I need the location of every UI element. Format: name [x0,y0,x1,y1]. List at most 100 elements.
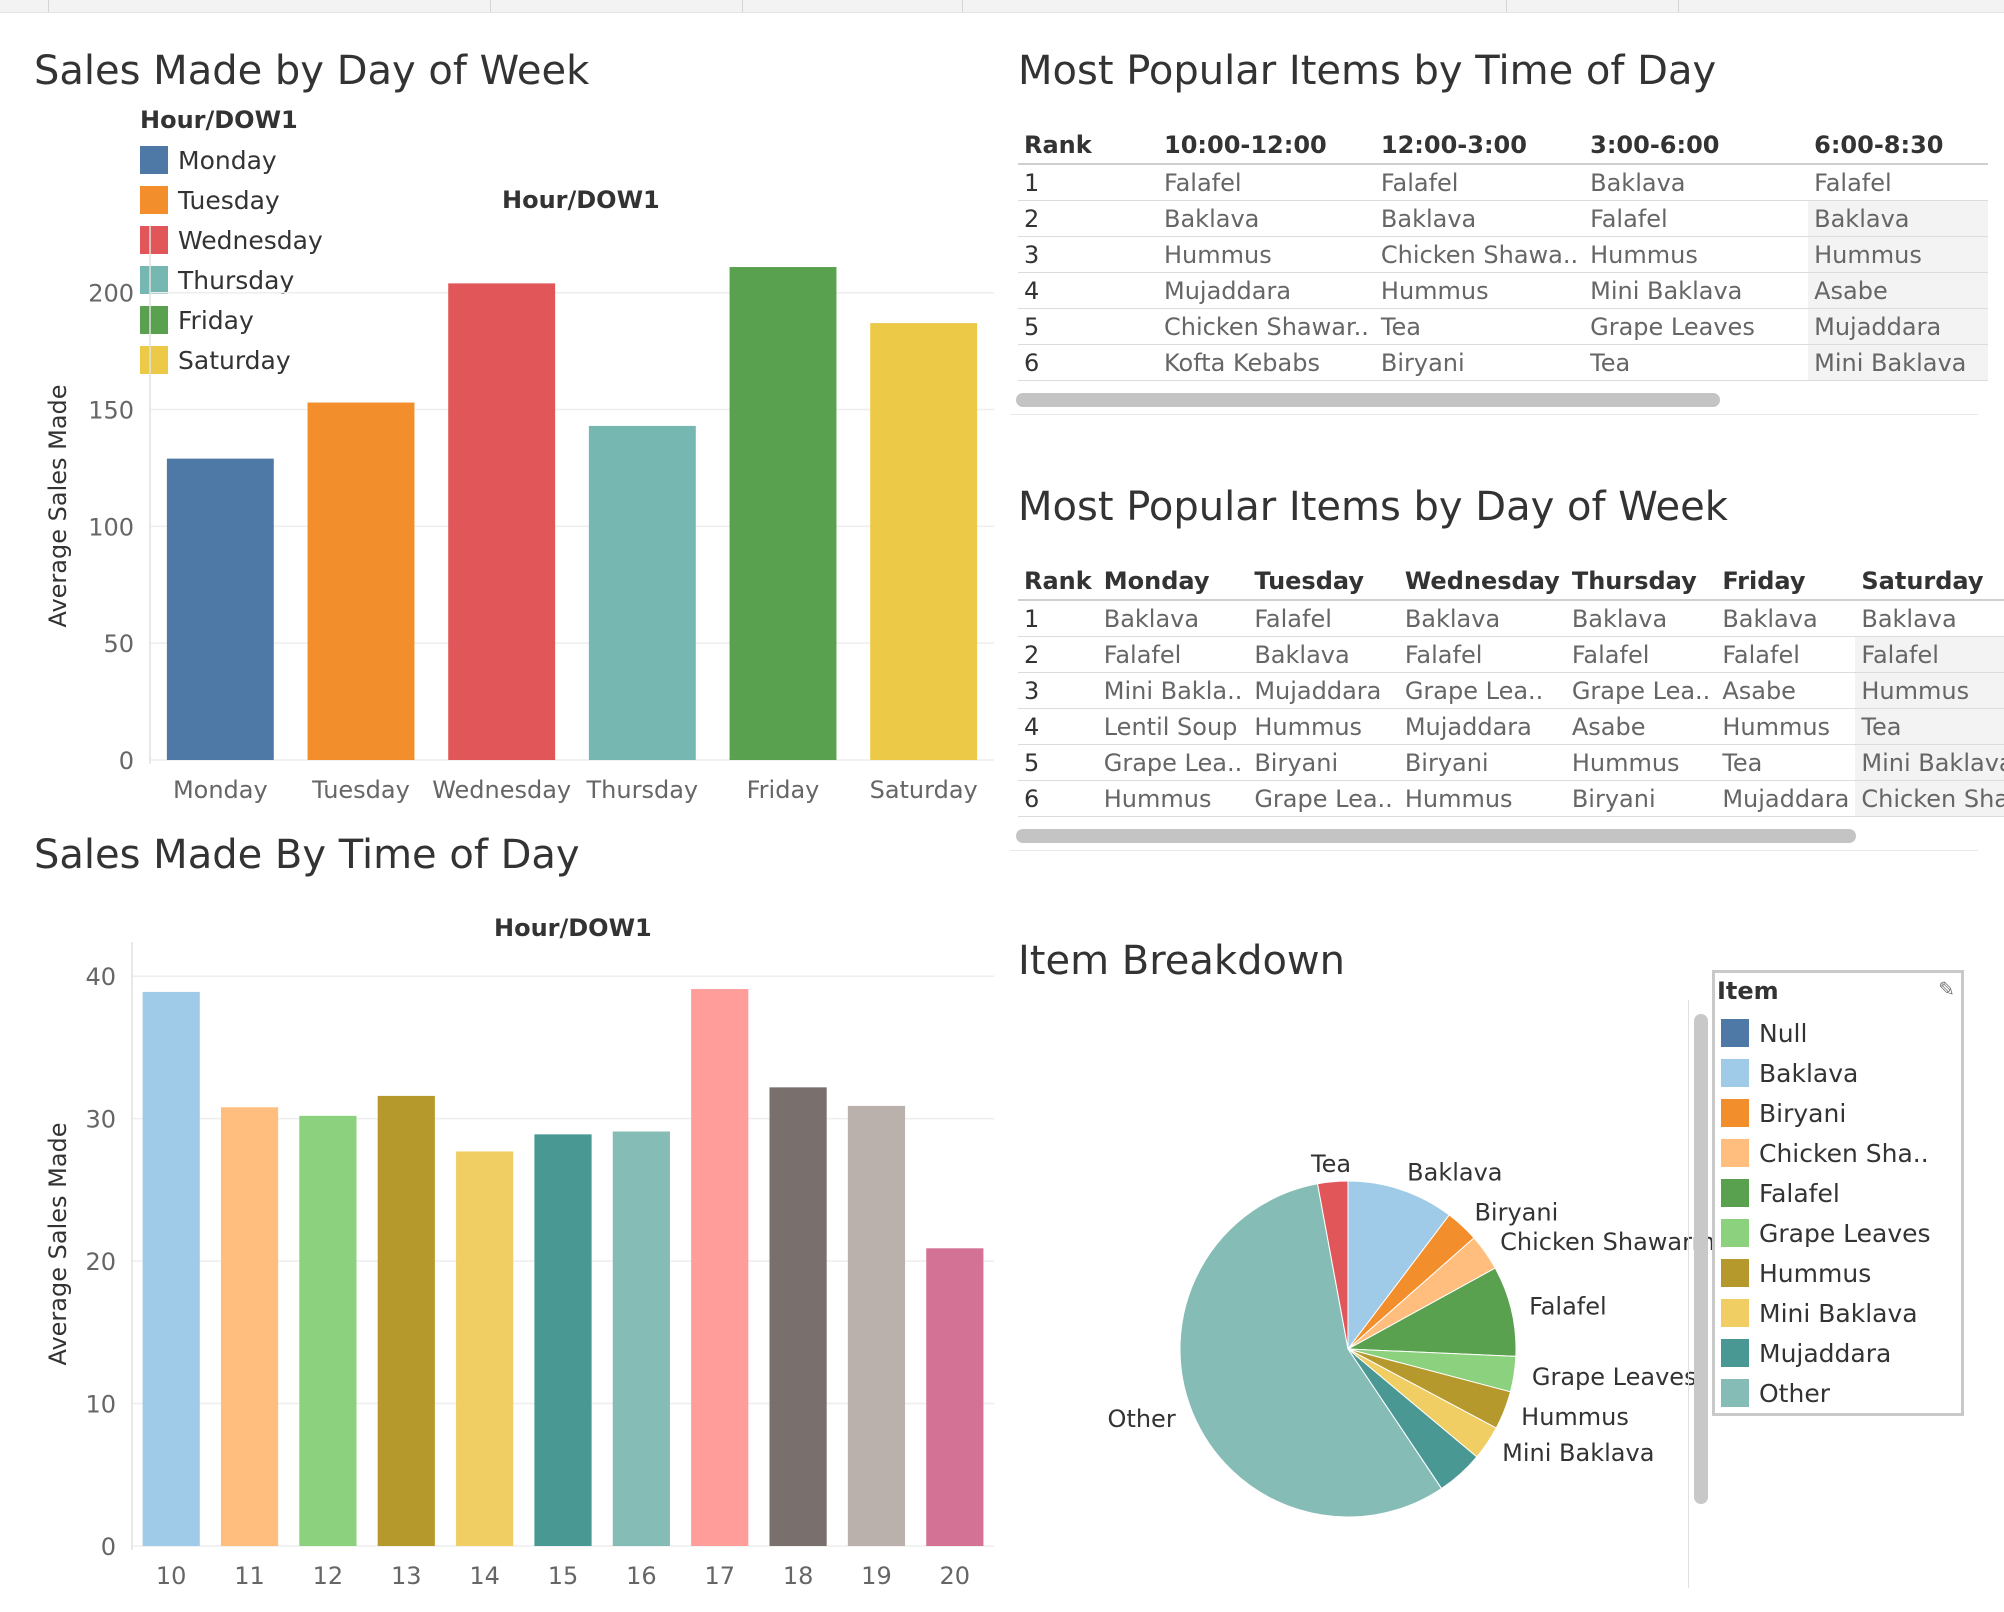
column-header[interactable]: Friday [1716,563,1856,601]
x-tick-label: 12 [313,1562,344,1590]
legend-label: Baklava [1759,1058,1859,1088]
table-row[interactable]: 6 Hummus Grape Lea.. Hummus Biryani Mujaddara… [1018,780,2004,817]
table-row[interactable]: 1 Baklava Falafel Baklava Baklava Baklava Bakl… [1018,600,2004,637]
pie-slice[interactable] [1179,1183,1443,1518]
day-table-title: Most Popular Items by Day of Week [1018,484,1728,530]
table-cell: Kofta Kebabs [1158,344,1375,381]
day-table-scrollbar[interactable] [1016,829,1856,843]
x-tick-label: Saturday [870,776,978,804]
dow-legend-item[interactable]: Saturday [140,340,323,380]
dow-legend-item[interactable]: Tuesday [140,180,323,220]
bar[interactable] [377,1095,435,1546]
rank-cell: 2 [1018,200,1158,237]
y-tick-label: 150 [88,397,134,425]
column-header[interactable]: 10:00-12:00 [1158,127,1375,165]
column-header[interactable]: 12:00-3:00 [1374,127,1585,165]
table-row[interactable]: 3 Hummus Chicken Shawa.. Hummus Hummus [1018,236,1989,273]
legend-swatch [1721,1259,1749,1287]
dow-legend: Hour/DOW1 Monday Tuesday Wednesday Thursday… [140,106,323,380]
table-cell: Tea [1584,344,1809,381]
bar[interactable] [847,1105,906,1546]
table-row[interactable]: 6 Kofta Kebabs Biryani Tea Mini Baklava [1018,344,1989,381]
table-cell: Grape Leaves [1584,308,1809,345]
pie-legend-item[interactable]: Other [1715,1373,1961,1413]
legend-label: Mujaddara [1759,1338,1892,1368]
y-tick-label: 40 [85,963,116,991]
bar[interactable] [166,458,274,760]
time-table-title: Most Popular Items by Time of Day [1018,48,1717,94]
x-tick-label: Tuesday [311,776,410,804]
dow-legend-item[interactable]: Friday [140,300,323,340]
table-row[interactable]: 1 Falafel Falafel Baklava Falafel [1018,164,1989,201]
legend-swatch [140,146,168,174]
column-header[interactable]: Thursday [1565,563,1717,601]
pie-legend-item[interactable]: Null [1715,1013,1961,1053]
bar[interactable] [729,267,837,760]
legend-label: Friday [178,305,254,335]
legend-swatch [140,346,168,374]
column-header[interactable]: Monday [1097,563,1249,601]
column-header[interactable]: Rank [1018,563,1098,601]
bar[interactable] [769,1087,827,1546]
column-header[interactable]: Saturday [1855,563,2004,601]
legend-swatch [1721,1099,1749,1127]
pencil-icon[interactable]: ✎ [1938,977,1955,1001]
pie-slice[interactable] [1347,1180,1450,1351]
pie-legend-item[interactable]: Biryani [1715,1093,1961,1133]
bar[interactable] [456,1151,514,1546]
bar[interactable] [448,283,556,760]
table-row[interactable]: 3 Mini Bakla.. Mujaddara Grape Lea.. Grape L… [1018,672,2004,709]
dow-legend-item[interactable]: Monday [140,140,323,180]
table-cell: Hummus [1855,672,2004,709]
bar[interactable] [691,989,749,1546]
pie-legend-item[interactable]: Hummus [1715,1253,1961,1293]
pie-legend-item[interactable]: Mujaddara [1715,1333,1961,1373]
column-header[interactable]: Tuesday [1248,563,1399,601]
pie-legend-item[interactable]: Mini Baklava [1715,1293,1961,1333]
column-header[interactable]: Wednesday [1398,563,1566,601]
pie-legend-item[interactable]: Falafel [1715,1173,1961,1213]
table-row[interactable]: 4 Mujaddara Hummus Mini Baklava Asabe [1018,272,1989,309]
dow-legend-item[interactable]: Wednesday [140,220,323,260]
bar[interactable] [220,1107,279,1546]
time-table-scrollbar[interactable] [1016,393,1720,407]
table-row[interactable]: 2 Baklava Baklava Falafel Baklava [1018,200,1989,237]
table-row[interactable]: 5 Chicken Shawar.. Tea Grape Leaves Mujaddar… [1018,308,1989,345]
pie-slice[interactable] [1346,1267,1517,1357]
pie-slice[interactable] [1316,1180,1349,1350]
legend-swatch [1721,1379,1749,1407]
bar[interactable] [534,1134,592,1546]
pie-legend-item[interactable]: Baklava [1715,1053,1961,1093]
pie-legend-item[interactable]: Grape Leaves [1715,1213,1961,1253]
bar[interactable] [142,991,200,1546]
rank-cell: 2 [1018,636,1098,673]
column-header[interactable]: 3:00-6:00 [1584,127,1809,165]
bar[interactable] [870,323,978,760]
bar[interactable] [307,402,415,760]
x-tick-label: 16 [626,1562,657,1590]
dow-legend-item[interactable]: Thursday [140,260,323,300]
table-row[interactable]: 4 Lentil Soup Hummus Mujaddara Asabe Hummus Te… [1018,708,2004,745]
pie-slice-label: Tea [1310,1150,1351,1178]
legend-swatch [140,186,168,214]
table-cell: Falafel [1855,636,2004,673]
table-row[interactable]: 2 Falafel Baklava Falafel Falafel Falafel Fala… [1018,636,2004,673]
table-cell: Baklava [1398,600,1566,637]
legend-label: Falafel [1759,1178,1840,1208]
column-header[interactable]: 6:00-8:30 [1808,127,1989,165]
dow-chart-title: Sales Made by Day of Week [34,48,590,94]
bar[interactable] [612,1131,670,1546]
bar[interactable] [588,425,696,760]
pie-legend: Item ✎ Null Baklava Biryani Chicken Sha.. Fa… [1712,970,1964,1416]
table-cell: Baklava [1097,600,1249,637]
column-header[interactable]: Rank [1018,127,1158,165]
table-row[interactable]: 5 Grape Lea.. Biryani Biryani Hummus Tea Mini … [1018,744,2004,781]
bar[interactable] [926,1248,984,1546]
x-tick-label: 14 [469,1562,500,1590]
pie-legend-item[interactable]: Chicken Sha.. [1715,1133,1961,1173]
table-cell: Baklava [1716,600,1856,637]
x-tick-label: 13 [391,1562,422,1590]
pie-legend-scrollbar[interactable] [1694,1014,1708,1504]
bar[interactable] [299,1115,357,1546]
